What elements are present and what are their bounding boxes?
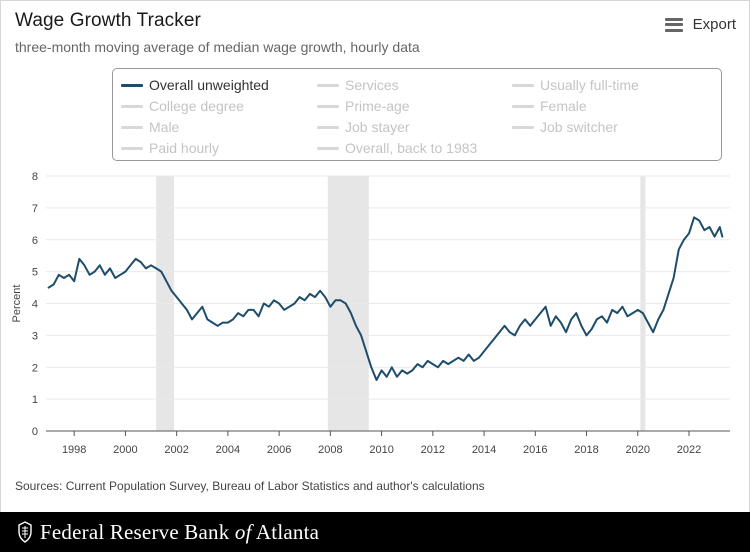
legend-label: Paid hourly xyxy=(149,140,220,156)
x-tick-label-2000: 2000 xyxy=(113,444,137,456)
legend-swatch xyxy=(512,83,534,87)
x-tick-label-1998: 1998 xyxy=(62,444,86,456)
x-tick-label-2006: 2006 xyxy=(267,444,291,456)
legend-swatch xyxy=(121,146,143,150)
export-label: Export xyxy=(692,16,736,33)
legend-item-prime-age[interactable]: Prime-age xyxy=(317,98,410,114)
legend-swatch xyxy=(317,146,339,150)
export-button[interactable]: Export xyxy=(664,16,736,33)
legend-label: Female xyxy=(540,98,587,114)
legend-item-usually-full-time[interactable]: Usually full-time xyxy=(512,77,639,93)
x-tick-label-2002: 2002 xyxy=(164,444,188,456)
legend-label: Male xyxy=(149,119,180,135)
x-tick-label-2020: 2020 xyxy=(626,444,650,456)
y-tick-label-8: 8 xyxy=(32,171,38,183)
bank-name-of: of xyxy=(234,519,252,544)
y-tick-label-0: 0 xyxy=(32,426,38,438)
x-tick-label-2016: 2016 xyxy=(523,444,547,456)
legend-item-paid-hourly[interactable]: Paid hourly xyxy=(121,140,219,156)
legend-swatch xyxy=(121,83,143,87)
sources-note: Sources: Current Population Survey, Bure… xyxy=(15,479,485,493)
chart-subtitle: three-month moving average of median wag… xyxy=(15,39,420,55)
legend-label: Usually full-time xyxy=(540,77,639,93)
legend-item-female[interactable]: Female xyxy=(512,98,587,114)
chart-title: Wage Growth Tracker xyxy=(15,10,201,31)
legend-item-male[interactable]: Male xyxy=(121,119,179,135)
x-tick-label-2022: 2022 xyxy=(677,444,701,456)
bank-name-prefix: Federal Reserve Bank xyxy=(40,519,235,544)
legend-item-job-stayer[interactable]: Job stayer xyxy=(317,119,410,135)
y-tick-label-5: 5 xyxy=(32,267,38,279)
legend: Overall unweighted Services Usually full… xyxy=(112,68,722,161)
gridlines xyxy=(46,175,730,400)
legend-item-services[interactable]: Services xyxy=(317,77,399,93)
legend-label: Services xyxy=(345,77,399,93)
x-tick-label-2010: 2010 xyxy=(369,444,393,456)
y-axis-title: Percent xyxy=(11,285,23,323)
legend-swatch xyxy=(512,125,534,129)
series-layer xyxy=(47,216,724,381)
legend-swatch xyxy=(317,83,339,87)
legend-label: College degree xyxy=(149,98,244,114)
y-axis: 0 1 2 3 4 5 6 7 8 xyxy=(32,171,38,438)
legend-label: Overall unweighted xyxy=(149,77,269,93)
legend-item-job-switcher[interactable]: Job switcher xyxy=(512,119,618,135)
y-tick-label-2: 2 xyxy=(32,362,38,374)
x-tick-label-2012: 2012 xyxy=(421,444,445,456)
series-line-0[interactable] xyxy=(47,216,724,381)
legend-swatch xyxy=(121,125,143,129)
legend-swatch xyxy=(317,125,339,129)
legend-swatch xyxy=(512,104,534,108)
x-tick-label-2004: 2004 xyxy=(216,444,240,456)
bank-name-suffix: Atlanta xyxy=(251,519,320,544)
footer-banner: Federal Reserve Bank of Atlanta xyxy=(0,512,750,552)
x-tick-label-2008: 2008 xyxy=(318,444,342,456)
legend-label: Overall, back to 1983 xyxy=(345,140,478,156)
bank-logo-text: Federal Reserve Bank of Atlanta xyxy=(40,520,319,545)
legend-item-overall-unweighted[interactable]: Overall unweighted xyxy=(121,77,269,93)
legend-label: Job switcher xyxy=(540,119,618,135)
x-tick-label-2014: 2014 xyxy=(472,444,496,456)
x-axis: 1998 2000 2002 2004 2006 2008 2010 2012 2014 2016… xyxy=(62,431,701,456)
legend-item-college-degree[interactable]: College degree xyxy=(121,98,244,114)
eagle-seal-icon xyxy=(18,521,32,543)
legend-label: Job stayer xyxy=(345,119,410,135)
y-tick-label-3: 3 xyxy=(32,330,38,342)
y-tick-label-1: 1 xyxy=(32,394,38,406)
legend-swatch xyxy=(317,104,339,108)
y-tick-label-7: 7 xyxy=(32,203,38,215)
y-tick-label-4: 4 xyxy=(32,299,38,311)
x-tick-label-2018: 2018 xyxy=(574,444,598,456)
legend-item-overall-back-to-1983[interactable]: Overall, back to 1983 xyxy=(317,140,477,156)
y-tick-label-6: 6 xyxy=(32,235,38,247)
legend-label: Prime-age xyxy=(345,98,410,114)
hamburger-menu-icon xyxy=(664,17,683,32)
legend-swatch xyxy=(121,104,143,108)
